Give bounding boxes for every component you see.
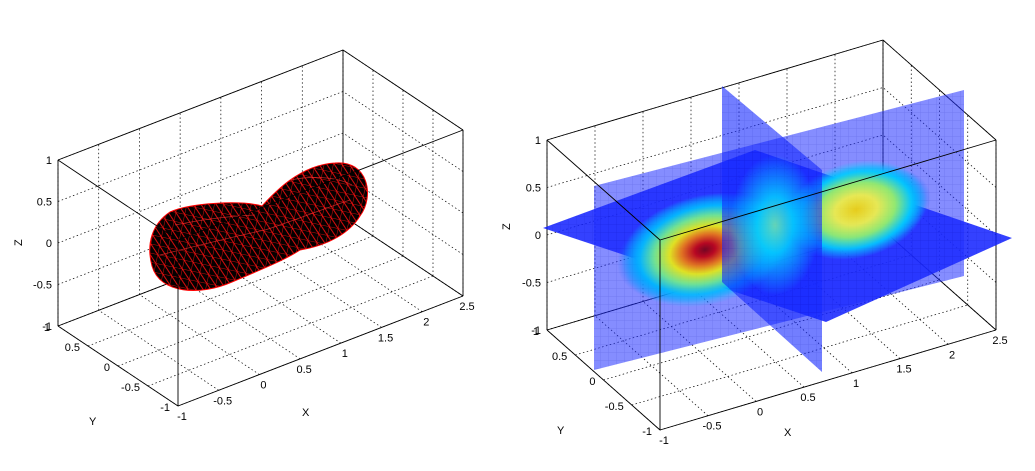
- right-gridline: [786, 258, 901, 359]
- right-gridline: [546, 39, 884, 141]
- left-gridline: [302, 231, 423, 313]
- left-ztick: 0.5: [37, 197, 52, 209]
- right-ytick: 1: [533, 326, 539, 338]
- right-xtick: 1.5: [896, 364, 911, 376]
- left-gridline: [57, 49, 344, 161]
- right-xlabel: X: [784, 427, 792, 439]
- left-gridline: [139, 294, 260, 375]
- right-gridline: [594, 315, 709, 416]
- left-xtick: 0: [260, 380, 266, 392]
- left-ytick: -1: [160, 402, 170, 414]
- right-ztick: -0.5: [522, 278, 541, 290]
- right-gridline: [690, 286, 805, 388]
- left-gridline: [57, 132, 344, 244]
- left-axes: -1-0.500.511.522.5-1-0.500.51-1-0.500.51…: [13, 49, 475, 428]
- left-xtick: -0.5: [213, 395, 232, 407]
- right-ytick: 0: [589, 376, 595, 388]
- left-xtick: 2: [423, 317, 429, 329]
- left-axes-frame: [57, 129, 464, 406]
- left-ztick: -1: [42, 321, 52, 333]
- right-ytick: -1: [642, 426, 652, 438]
- right-ytick: 0.5: [552, 351, 567, 363]
- left-gridline: [98, 309, 219, 391]
- left-front-edge: [57, 159, 179, 241]
- right-gridline: [631, 304, 968, 406]
- left-zlabel: Z: [13, 239, 25, 246]
- right-zlabel: Z: [501, 223, 513, 230]
- right-front-edge: [659, 139, 997, 241]
- left-ylabel: Y: [89, 416, 97, 428]
- right-gridline: [659, 329, 997, 431]
- left-ztick: -0.5: [33, 280, 52, 292]
- right-ylabel: Y: [557, 425, 565, 437]
- right-xtick: 0.5: [800, 392, 815, 404]
- left-xlabel: X: [302, 407, 310, 419]
- slice-x-plane: [722, 86, 822, 372]
- left-ytick: 1: [44, 322, 50, 334]
- right-front-edge: [546, 139, 661, 241]
- right-gridline: [882, 87, 997, 188]
- peanut-surface: [149, 162, 368, 291]
- right-gridline: [546, 87, 884, 188]
- right-gridline: [642, 301, 757, 402]
- right-gridline: [546, 329, 661, 431]
- right-axes-frame: [546, 139, 997, 430]
- left-ztick: 0: [46, 238, 52, 250]
- right-xtick: 0: [757, 406, 763, 418]
- left-gridline: [177, 295, 464, 407]
- left-xtick: 2.5: [459, 301, 474, 313]
- right-axes: -1-0.500.511.522.5-1-0.500.51-1-0.500.51…: [501, 39, 1012, 447]
- left-gridline: [87, 235, 374, 347]
- left-gridline: [342, 132, 464, 214]
- left-ytick: -0.5: [121, 382, 140, 394]
- left-front-edge: [177, 129, 464, 241]
- right-gridline: [882, 134, 997, 236]
- right-xtick: 2.5: [992, 335, 1007, 347]
- right-gridline: [882, 182, 997, 283]
- left-gridline: [342, 49, 464, 131]
- right-xtick: -0.5: [703, 421, 722, 433]
- left-gridline: [147, 275, 434, 387]
- left-xtick: -1: [177, 411, 187, 423]
- left-gridline: [179, 278, 301, 360]
- right-ztick: 0: [535, 230, 541, 242]
- right-gridline: [882, 39, 997, 141]
- right-gridline: [738, 272, 853, 374]
- left-ytick: 0.5: [65, 342, 80, 354]
- left-xtick: 0.5: [296, 364, 311, 376]
- right-gridline: [603, 279, 940, 381]
- left-ztick: 1: [46, 155, 52, 167]
- left-gridline: [57, 91, 344, 202]
- left-xtick: 1: [342, 348, 348, 360]
- right-ztick: 1: [535, 135, 541, 147]
- left-xtick: 1.5: [378, 332, 393, 344]
- left-ytick: 0: [104, 362, 110, 374]
- right-ztick: -1: [531, 325, 541, 337]
- right-ztick: 0.5: [526, 183, 541, 195]
- left-gridline: [261, 247, 382, 328]
- right-ytick: -0.5: [605, 401, 624, 413]
- right-xtick: 2: [949, 349, 955, 361]
- right-gridline: [834, 244, 949, 345]
- right-tick-labels: -1-0.500.511.522.5-1-0.500.51-1-0.500.51: [522, 135, 1008, 447]
- right-xtick: 1: [853, 378, 859, 390]
- left-gridline: [342, 91, 464, 172]
- right-xtick: -1: [659, 435, 669, 447]
- right-gridline: [882, 229, 997, 331]
- left-gridline: [342, 215, 464, 297]
- left-tick-labels: -1-0.500.511.522.5-1-0.500.51-1-0.500.51: [33, 155, 475, 423]
- left-gridline: [117, 255, 404, 367]
